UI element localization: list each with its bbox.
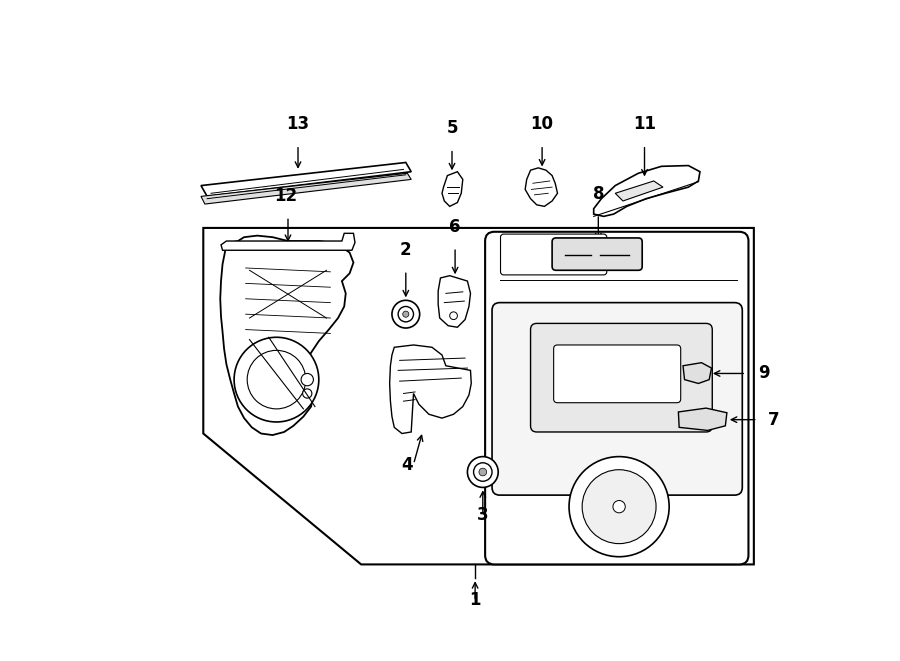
Polygon shape <box>438 276 471 327</box>
Text: 5: 5 <box>446 119 458 137</box>
Circle shape <box>302 389 312 398</box>
FancyBboxPatch shape <box>530 323 712 432</box>
FancyBboxPatch shape <box>492 303 742 495</box>
FancyBboxPatch shape <box>485 232 749 564</box>
Polygon shape <box>594 165 700 216</box>
Circle shape <box>569 457 669 557</box>
Circle shape <box>302 373 313 386</box>
Text: 10: 10 <box>531 115 554 134</box>
FancyBboxPatch shape <box>554 345 680 403</box>
Circle shape <box>234 337 319 422</box>
Circle shape <box>479 468 487 476</box>
Polygon shape <box>203 228 754 564</box>
FancyBboxPatch shape <box>552 238 643 270</box>
Polygon shape <box>526 168 557 206</box>
Text: 12: 12 <box>274 187 297 205</box>
Circle shape <box>613 500 626 513</box>
Polygon shape <box>442 172 463 206</box>
Polygon shape <box>201 163 411 196</box>
Circle shape <box>248 350 306 409</box>
Text: 13: 13 <box>286 115 310 134</box>
Text: 9: 9 <box>758 364 770 383</box>
Text: 6: 6 <box>449 217 461 235</box>
Polygon shape <box>683 363 712 383</box>
Text: 3: 3 <box>477 506 489 524</box>
Polygon shape <box>616 181 663 201</box>
Text: 4: 4 <box>401 456 413 475</box>
Circle shape <box>392 300 419 328</box>
Circle shape <box>450 312 457 319</box>
Polygon shape <box>390 345 472 434</box>
Polygon shape <box>201 173 411 204</box>
Circle shape <box>467 457 499 487</box>
Polygon shape <box>220 235 354 435</box>
Text: 11: 11 <box>633 115 656 134</box>
Circle shape <box>402 311 409 317</box>
Text: 7: 7 <box>768 410 779 429</box>
FancyBboxPatch shape <box>500 234 607 275</box>
Polygon shape <box>221 233 355 251</box>
Circle shape <box>582 470 656 543</box>
Circle shape <box>398 307 413 322</box>
Text: 8: 8 <box>592 184 604 202</box>
Circle shape <box>473 463 492 481</box>
Polygon shape <box>679 408 727 430</box>
Text: 2: 2 <box>400 241 411 258</box>
Text: 1: 1 <box>470 591 481 609</box>
